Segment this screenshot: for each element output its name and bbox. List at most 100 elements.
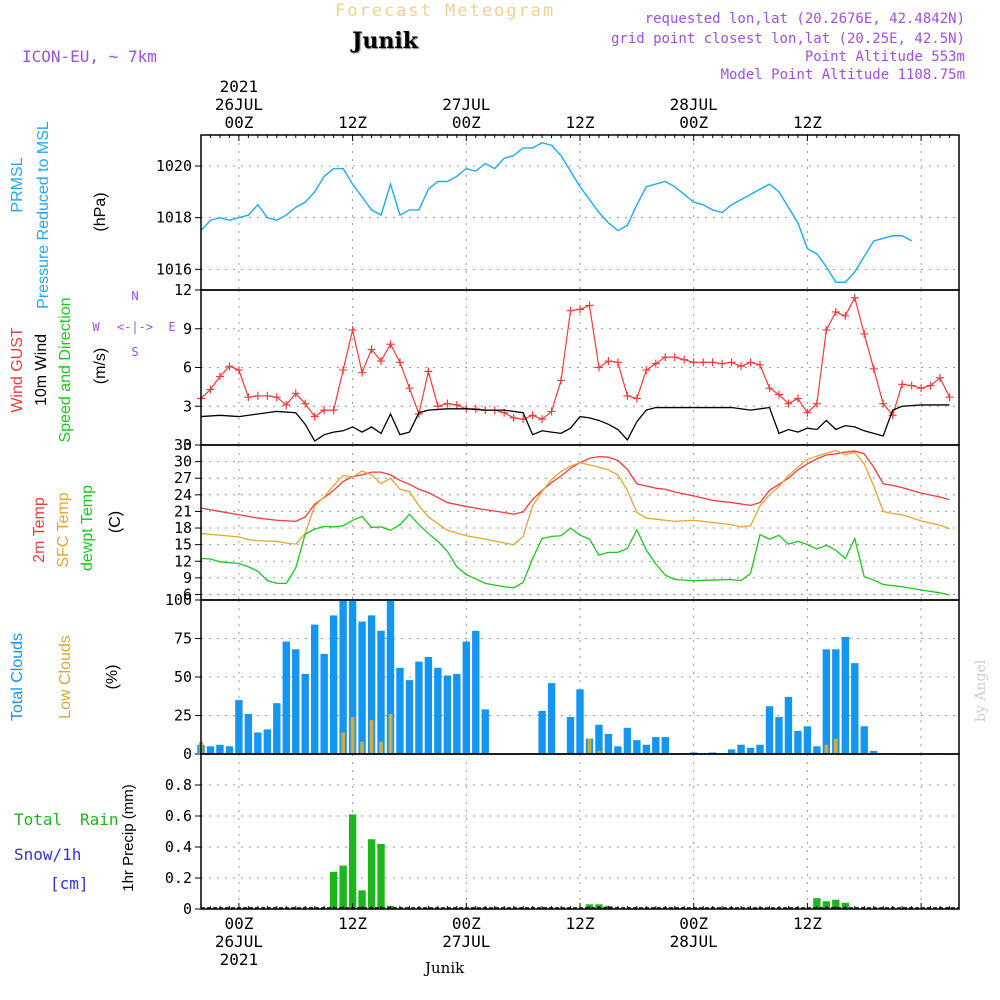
total-cloud-bar [254, 732, 262, 754]
gridpoint-location: grid point closest lon,lat (20.25E, 42.5… [611, 31, 965, 47]
total-cloud-bar [244, 713, 253, 754]
total-cloud-bar [358, 621, 366, 754]
gust-point [310, 412, 319, 421]
y-tick-label: 21 [174, 502, 192, 520]
gust-point [301, 399, 310, 408]
y-tick-label: 12 [174, 281, 192, 299]
total-cloud-bar [538, 710, 546, 754]
compass-west: W [92, 320, 100, 334]
gust-point [831, 307, 840, 316]
gust-point [680, 355, 689, 364]
gust-point [945, 393, 954, 402]
top-time-label: 00Z [452, 113, 481, 132]
top-time-label: 12Z [338, 113, 367, 132]
bottom-time-label: 2021 [220, 950, 259, 969]
temp-label-sfc: SFC Temp [55, 492, 72, 567]
bottom-time-label: 00Z [452, 914, 481, 933]
gust-point [263, 391, 272, 400]
total-cloud-bar [339, 600, 347, 754]
chart-title: Forecast Meteogram [335, 1, 555, 21]
low-cloud-bar [597, 750, 601, 754]
low-cloud-bar [341, 732, 345, 754]
panel-precipitation: 0 0.2 0.4 0.6 0.8 [165, 753, 960, 918]
total-cloud-bar [661, 737, 669, 754]
compass-south: S [131, 345, 138, 359]
model-name: ICON-EU, ~ 7km [22, 47, 157, 66]
rain-bar [367, 839, 376, 909]
total-cloud-bar [595, 724, 603, 754]
bottom-time-label: 00Z [224, 914, 253, 933]
top-time-label: 12Z [793, 113, 822, 132]
gust-point [367, 345, 376, 354]
rain-bar [358, 890, 366, 909]
rain-bar [832, 899, 840, 909]
top-time-label: 27JUL [442, 95, 490, 114]
pressure-label-full: Pressure Reduced to MSL [35, 121, 52, 309]
y-tick-label: 50 [174, 668, 192, 686]
total-cloud-bar [813, 746, 821, 754]
gust-point [594, 363, 603, 372]
gust-point [632, 394, 641, 403]
gust-point [395, 358, 404, 367]
gust-point [339, 366, 348, 375]
gust-point [850, 293, 859, 302]
total-cloud-bar [405, 680, 414, 754]
gust-point [377, 357, 386, 366]
total-cloud-bar [216, 744, 224, 754]
gust-point [812, 399, 821, 408]
total-cloud-bar [604, 733, 613, 754]
precip-label-cm: [cm] [50, 874, 89, 893]
top-time-label: 26JUL [215, 95, 263, 114]
y-tick-label: 27 [174, 469, 192, 487]
gust-point [282, 400, 291, 409]
total-cloud-bar [746, 747, 755, 754]
gust-point [244, 393, 253, 402]
gust-point [670, 353, 679, 362]
y-tick-label: 18 [174, 519, 192, 537]
gust-point [547, 407, 556, 416]
y-tick-label: 6 [183, 585, 192, 603]
gust-point [253, 391, 262, 400]
y-tick-label: 9 [183, 569, 192, 587]
rain-bar [348, 814, 357, 909]
total-cloud-bar [348, 600, 357, 754]
gust-point [358, 368, 367, 377]
total-cloud-bar [851, 663, 859, 754]
low-cloud-bar [388, 713, 393, 754]
cloud-label-low: Low Clouds [57, 635, 74, 719]
low-cloud-bar [379, 741, 383, 754]
station-name: Junik [350, 28, 419, 54]
rain-bar [377, 843, 385, 909]
total-cloud-bar [320, 653, 328, 754]
gust-point [329, 406, 338, 415]
total-cloud-bar [642, 744, 651, 754]
requested-location: requested lon,lat (20.2676E, 42.4842N) [645, 11, 965, 27]
total-cloud-bar [481, 709, 489, 754]
total-cloud-bar [396, 667, 404, 754]
gust-point [699, 358, 708, 367]
compass-north: N [131, 289, 138, 303]
precip-label-rain: Rain [80, 810, 119, 829]
wind-series-line [200, 404, 950, 443]
bottom-time-label: 00Z [679, 914, 708, 933]
y-tick-label: 100 [165, 591, 192, 609]
y-tick-label: 30 [174, 453, 192, 471]
total-cloud-bar [206, 746, 215, 754]
total-cloud-bar [235, 700, 243, 754]
gust-point [727, 358, 736, 367]
total-cloud-bar [822, 649, 831, 754]
total-cloud-bar [576, 689, 584, 754]
gust-point [737, 362, 746, 371]
total-cloud-bar [453, 673, 461, 754]
precip-label-total: Total [14, 810, 62, 829]
low-cloud-bar [360, 741, 364, 754]
gust-point [613, 358, 622, 367]
footer-station: Junik [423, 959, 465, 977]
total-cloud-bar [756, 744, 764, 754]
low-cloud-bar [833, 738, 838, 754]
total-cloud-bar [708, 752, 717, 754]
rain-bar [813, 898, 821, 909]
rain-bar [329, 871, 338, 909]
y-tick-label: 3 [183, 397, 192, 415]
gust-point [708, 358, 717, 367]
